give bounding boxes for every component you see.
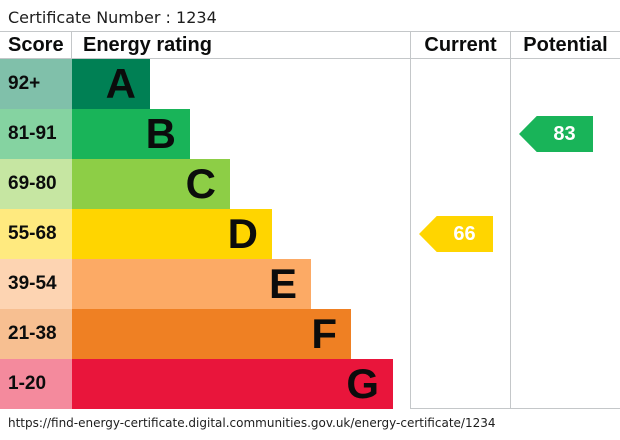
band-row-c: 69-80 C — [0, 159, 410, 209]
band-score-range-f: 21-38 — [0, 309, 72, 359]
energy-rating-chart: Score Energy rating Current Potential 92… — [0, 31, 620, 409]
energy-rating-column-header: Energy rating — [83, 33, 212, 56]
band-row-g: 1-20 G — [0, 359, 410, 409]
band-bar-b: B — [72, 109, 190, 159]
potential-column-header: Potential — [510, 32, 620, 58]
band-row-a: 92+ A — [0, 59, 410, 109]
band-row-e: 39-54 E — [0, 259, 410, 309]
band-score-range-d: 55-68 — [0, 209, 72, 259]
chart-header-row: Score Energy rating Current Potential — [0, 31, 620, 59]
band-bar-e: E — [72, 259, 311, 309]
current-rating-arrow: 66 — [419, 216, 493, 252]
band-bar-f: F — [72, 309, 351, 359]
band-score-range-a: 92+ — [0, 59, 72, 109]
potential-rating-arrow: 83 — [519, 116, 593, 152]
column-potential: 83 — [510, 59, 620, 409]
band-row-b: 81-91 B — [0, 109, 410, 159]
band-score-range-c: 69-80 — [0, 159, 72, 209]
band-bar-c: C — [72, 159, 230, 209]
current-column-header: Current — [410, 32, 510, 58]
band-row-d: 55-68 D — [0, 209, 410, 259]
band-bar-g: G — [72, 359, 393, 409]
rating-bands: 92+ A 81-91 B 69-80 C 55-68 D 39-54 E 21-38 F 1-20 G — [0, 59, 410, 409]
band-bar-a: A — [72, 59, 150, 109]
chart-body: 92+ A 81-91 B 69-80 C 55-68 D 39-54 E 21-38 F 1-20 G … — [0, 59, 620, 409]
band-bar-d: D — [72, 209, 272, 259]
column-current: 66 — [410, 59, 510, 409]
score-column-header: Score — [0, 32, 72, 58]
certificate-url: https://find-energy-certificate.digital.… — [8, 416, 496, 430]
band-row-f: 21-38 F — [0, 309, 410, 359]
band-score-range-b: 81-91 — [0, 109, 72, 159]
band-score-range-g: 1-20 — [0, 359, 72, 409]
certificate-number-title: Certificate Number : 1234 — [8, 8, 217, 27]
band-score-range-e: 39-54 — [0, 259, 72, 309]
